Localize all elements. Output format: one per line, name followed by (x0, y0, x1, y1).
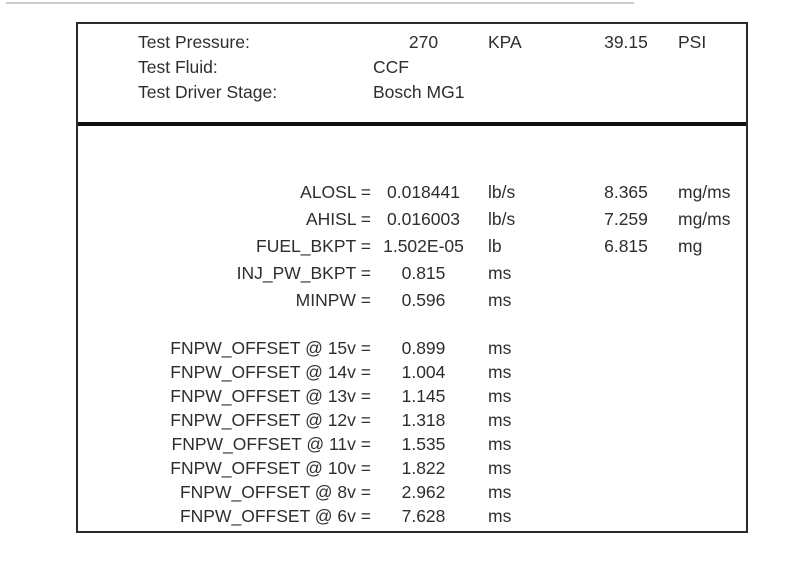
offset-unit: ms (488, 481, 512, 502)
row-unit: KPA (488, 32, 522, 52)
test-driver-stage-row: Test Driver Stage: Bosch MG1 (78, 80, 746, 105)
param-row-inj-pw-bkpt: INJ_PW_BKPT = 0.815 ms (78, 260, 746, 287)
offset-value: 1.535 (401, 433, 446, 454)
test-conditions-section: Test Pressure: 270 KPA 39.15 PSI Test Fl… (78, 24, 746, 105)
param-value: 0.596 (401, 290, 446, 310)
offset-unit: ms (488, 337, 512, 358)
offset-row-12v: FNPW_OFFSET @ 12v = 1.318 ms (78, 408, 746, 432)
offset-unit: ms (488, 385, 512, 406)
param-row-minpw: MINPW = 0.596 ms (78, 287, 746, 314)
param-value2: 8.365 (604, 182, 648, 202)
row-label: Test Pressure: (138, 32, 250, 52)
row-unit2: PSI (678, 32, 707, 52)
offset-value: 0.899 (401, 337, 446, 358)
offset-unit: ms (488, 409, 512, 430)
param-row-alosl: ALOSL = 0.018441 lb/s 8.365 mg/ms (78, 179, 746, 206)
offset-value: 1.318 (401, 409, 446, 430)
fnpw-offsets-section: FNPW_OFFSET @ 15v = 0.899 ms FNPW_OFFSET… (78, 336, 746, 528)
param-value: 1.502E-05 (383, 236, 464, 256)
offset-row-14v: FNPW_OFFSET @ 14v = 1.004 ms (78, 360, 746, 384)
row-value: CCF (373, 57, 409, 77)
param-unit2: mg/ms (678, 182, 731, 202)
parameters-section: ALOSL = 0.018441 lb/s 8.365 mg/ms AHISL … (78, 179, 746, 314)
param-value2: 6.815 (604, 236, 648, 256)
offset-row-13v: FNPW_OFFSET @ 13v = 1.145 ms (78, 384, 746, 408)
row-value: 270 (408, 32, 439, 52)
offset-label: FNPW_OFFSET @ 15v = (170, 337, 371, 358)
param-value: 0.815 (401, 263, 446, 283)
offset-unit: ms (488, 433, 512, 454)
offset-label: FNPW_OFFSET @ 11v = (171, 433, 371, 454)
offset-row-10v: FNPW_OFFSET @ 10v = 1.822 ms (78, 456, 746, 480)
param-label: AHISL = (305, 209, 371, 229)
offset-value: 2.962 (401, 481, 446, 502)
row-label: Test Driver Stage: (138, 82, 278, 102)
offset-value: 1.145 (401, 385, 446, 406)
param-label: INJ_PW_BKPT = (236, 263, 371, 283)
param-value: 0.016003 (387, 209, 460, 229)
offset-value: 1.822 (401, 457, 446, 478)
offset-row-8v: FNPW_OFFSET @ 8v = 2.962 ms (78, 480, 746, 504)
offset-value: 1.004 (401, 361, 446, 382)
param-value2: 7.259 (604, 209, 648, 229)
offset-value: 7.628 (401, 505, 446, 526)
param-value: 0.018441 (387, 182, 460, 202)
param-unit2: mg/ms (678, 209, 731, 229)
param-unit: ms (488, 263, 512, 283)
param-unit: lb (488, 236, 502, 256)
offset-label: FNPW_OFFSET @ 10v = (170, 457, 371, 478)
param-label: FUEL_BKPT = (256, 236, 371, 256)
offset-unit: ms (488, 457, 512, 478)
param-label: MINPW = (295, 290, 371, 310)
offset-unit: ms (488, 361, 512, 382)
offset-unit: ms (488, 505, 512, 526)
offset-row-15v: FNPW_OFFSET @ 15v = 0.899 ms (78, 336, 746, 360)
offset-row-6v: FNPW_OFFSET @ 6v = 7.628 ms (78, 504, 746, 528)
offset-label: FNPW_OFFSET @ 6v = (179, 505, 371, 526)
offset-label: FNPW_OFFSET @ 12v = (170, 409, 371, 430)
param-unit: ms (488, 290, 512, 310)
param-unit: lb/s (488, 182, 516, 202)
test-fluid-row: Test Fluid: CCF (78, 55, 746, 80)
row-value: Bosch MG1 (373, 82, 465, 102)
offset-label: FNPW_OFFSET @ 13v = (170, 385, 371, 406)
offset-row-11v: FNPW_OFFSET @ 11v = 1.535 ms (78, 432, 746, 456)
offset-label: FNPW_OFFSET @ 8v = (179, 481, 371, 502)
test-report-frame: Test Pressure: 270 KPA 39.15 PSI Test Fl… (76, 22, 748, 533)
param-label: ALOSL = (300, 182, 371, 202)
param-row-ahisl: AHISL = 0.016003 lb/s 7.259 mg/ms (78, 206, 746, 233)
offset-label: FNPW_OFFSET @ 14v = (170, 361, 371, 382)
test-pressure-row: Test Pressure: 270 KPA 39.15 PSI (78, 30, 746, 55)
section-divider (78, 122, 746, 126)
param-unit2: mg (678, 236, 703, 256)
scan-artifact-line (6, 2, 634, 4)
param-unit: lb/s (488, 209, 516, 229)
row-label: Test Fluid: (138, 57, 218, 77)
row-value2: 39.15 (604, 32, 648, 52)
param-row-fuel-bkpt: FUEL_BKPT = 1.502E-05 lb 6.815 mg (78, 233, 746, 260)
